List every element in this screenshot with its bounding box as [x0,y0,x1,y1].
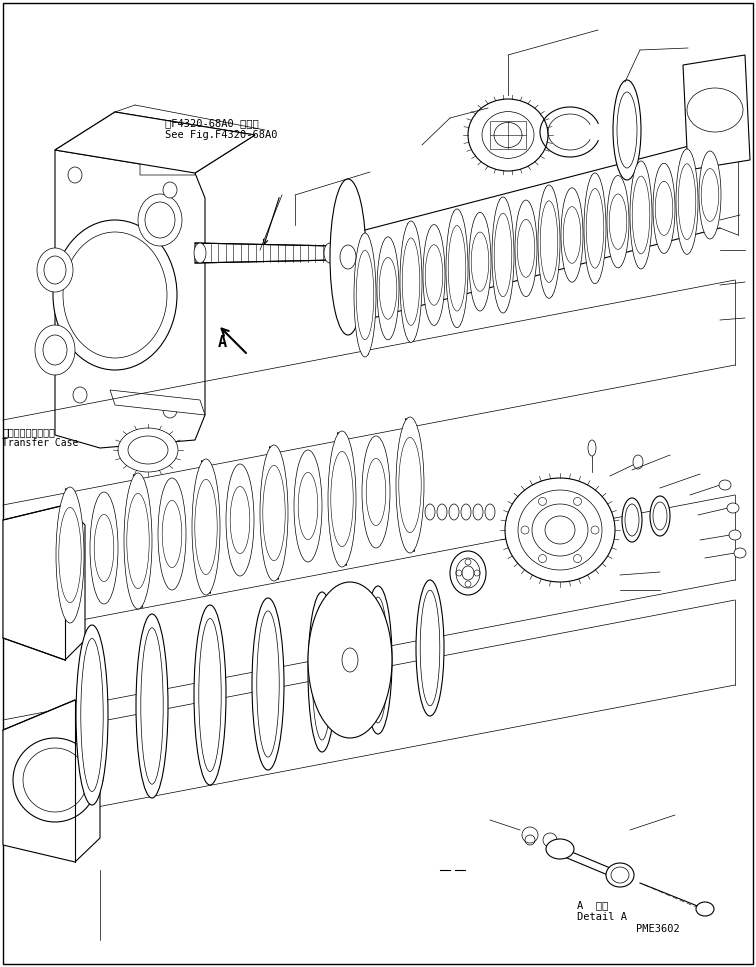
Ellipse shape [588,440,596,456]
Ellipse shape [538,185,560,299]
Ellipse shape [400,221,422,342]
Ellipse shape [719,480,731,490]
Text: 第F4320-68A0 図参照: 第F4320-68A0 図参照 [165,118,259,128]
Ellipse shape [328,431,356,567]
Ellipse shape [136,614,168,798]
Text: See Fig.F4320-68A0: See Fig.F4320-68A0 [165,130,277,140]
Text: A  詳細: A 詳細 [577,900,609,910]
Ellipse shape [192,459,220,595]
Ellipse shape [469,213,491,311]
Polygon shape [55,148,205,448]
Ellipse shape [584,173,606,283]
Ellipse shape [194,605,226,785]
Ellipse shape [362,436,390,548]
Ellipse shape [492,197,514,313]
Text: PME3602: PME3602 [636,924,680,934]
Ellipse shape [35,325,75,375]
Ellipse shape [515,200,537,297]
Ellipse shape [727,503,739,513]
Ellipse shape [423,224,445,326]
Polygon shape [55,112,255,173]
Ellipse shape [505,478,615,582]
Ellipse shape [90,492,118,604]
Ellipse shape [124,473,152,609]
Ellipse shape [546,839,574,859]
Ellipse shape [252,598,284,770]
Ellipse shape [354,233,376,357]
Ellipse shape [613,80,641,180]
Ellipse shape [53,220,177,370]
Text: Detail A: Detail A [577,912,627,922]
Ellipse shape [73,387,87,403]
Ellipse shape [630,161,652,269]
Ellipse shape [68,167,82,183]
Ellipse shape [163,182,177,198]
Ellipse shape [676,149,698,254]
Ellipse shape [194,243,206,263]
Ellipse shape [734,548,746,558]
Ellipse shape [118,428,178,472]
Ellipse shape [260,445,288,581]
Polygon shape [140,148,195,175]
Ellipse shape [468,99,548,171]
Ellipse shape [308,592,336,752]
Polygon shape [55,112,255,173]
Text: トランスファケース: トランスファケース [2,427,55,437]
Ellipse shape [163,402,177,418]
Polygon shape [683,55,750,170]
Ellipse shape [450,551,486,595]
Ellipse shape [76,625,108,805]
Ellipse shape [622,498,642,542]
Polygon shape [110,390,205,415]
Ellipse shape [650,496,670,536]
Ellipse shape [324,243,336,263]
Ellipse shape [396,417,424,553]
Ellipse shape [653,163,675,253]
Ellipse shape [10,546,50,598]
Ellipse shape [226,464,254,576]
Ellipse shape [633,455,643,469]
Ellipse shape [606,863,634,887]
Ellipse shape [364,586,392,734]
Text: Transfer Case: Transfer Case [2,438,79,448]
Ellipse shape [416,580,444,716]
Bar [490,121,526,149]
Ellipse shape [308,582,392,738]
Ellipse shape [729,530,741,540]
Ellipse shape [56,487,84,623]
Ellipse shape [138,194,182,246]
Ellipse shape [294,450,322,562]
Polygon shape [3,700,100,862]
Ellipse shape [607,176,629,268]
Ellipse shape [330,179,366,335]
Ellipse shape [158,478,186,590]
Ellipse shape [561,188,583,282]
Polygon shape [3,505,85,660]
Text: A: A [218,335,227,350]
Ellipse shape [37,248,73,292]
Ellipse shape [446,209,468,328]
Ellipse shape [699,151,721,239]
Ellipse shape [377,237,399,339]
Polygon shape [195,243,335,263]
Ellipse shape [696,902,714,916]
